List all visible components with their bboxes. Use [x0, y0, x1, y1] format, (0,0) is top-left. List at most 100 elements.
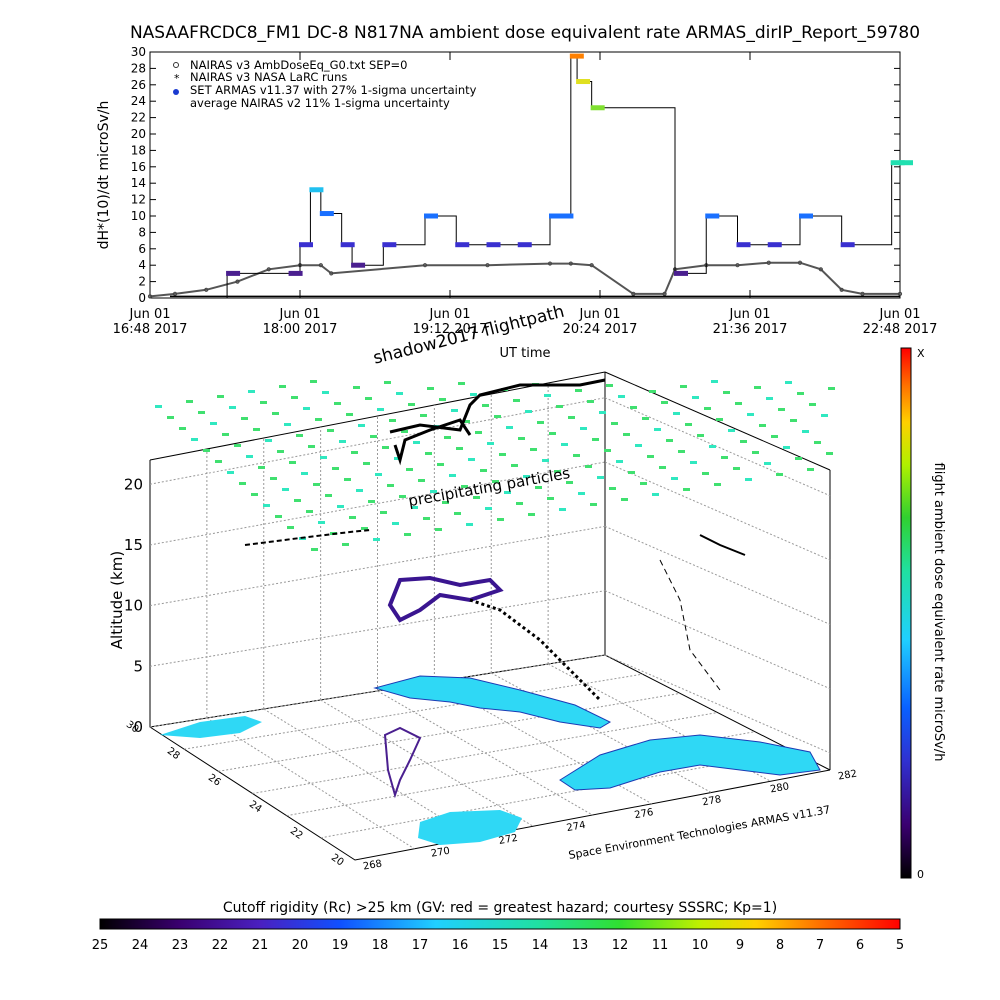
series-nairas-point	[735, 263, 740, 268]
legend-entry-0: NAIRAS v3 AmbDoseEq_G0.txt SEP=0	[190, 58, 407, 72]
y-tick-label: 2	[138, 275, 146, 289]
particle-mark	[210, 422, 217, 425]
particle-mark	[709, 445, 716, 448]
particle-mark	[797, 392, 804, 395]
particle-mark	[258, 466, 265, 469]
z-tick-label: 0	[133, 718, 143, 736]
rigidity-tick-label: 23	[172, 938, 189, 953]
series-armas-point	[890, 160, 905, 166]
top-legend: NAIRAS v3 AmbDoseEq_G0.txt SEP=0 * NAIRA…	[173, 58, 477, 110]
particle-mark	[549, 432, 556, 435]
y-tick-label: 16	[131, 160, 146, 174]
particle-mark	[234, 444, 241, 447]
flight-path-upper-loop	[393, 418, 472, 466]
particle-mark	[241, 417, 248, 420]
particle-mark	[537, 421, 544, 424]
y-tick-label: 0	[138, 291, 146, 305]
particle-mark	[828, 387, 835, 390]
particle-mark	[454, 512, 461, 515]
particle-mark	[559, 508, 566, 511]
series-armas-point	[486, 242, 501, 248]
z-tick-label: 5	[133, 657, 143, 675]
land-south	[418, 810, 522, 845]
y-tick-label: 20	[131, 127, 146, 141]
top-series	[147, 53, 913, 299]
flight-path-low	[383, 726, 422, 799]
particle-mark	[661, 401, 668, 404]
series-armas-point	[340, 242, 355, 248]
legend-entry-3: average NAIRAS v2 11% 1-sigma uncertaint…	[190, 96, 450, 110]
particle-mark	[599, 411, 606, 414]
particle-mark	[628, 471, 635, 474]
particle-mark	[361, 527, 368, 530]
particle-mark	[809, 403, 816, 406]
particle-mark	[611, 422, 618, 425]
dose-colorbar-bottom-label: 0	[917, 868, 924, 881]
series-nairas-point	[662, 291, 667, 296]
y-floor-tick-label: 24	[247, 799, 264, 815]
particle-mark	[399, 495, 406, 498]
particle-mark	[420, 414, 427, 417]
rigidity-tick-label: 6	[856, 938, 864, 953]
particle-mark	[499, 453, 506, 456]
grid-line	[184, 673, 643, 750]
x-floor-tick-label: 278	[701, 794, 722, 808]
particle-mark	[711, 380, 718, 383]
series-nairas-point	[329, 271, 334, 276]
particle-mark	[275, 515, 282, 518]
particle-mark	[525, 410, 532, 413]
rigidity-tick-label: 24	[132, 938, 149, 953]
series-nairas-point	[797, 260, 803, 265]
particle-mark	[721, 456, 728, 459]
particle-mark	[389, 419, 396, 422]
particle-mark	[449, 474, 456, 477]
y-tick-label: 12	[131, 193, 146, 207]
rigidity-tick-label: 15	[492, 938, 509, 953]
series-armas-point	[455, 242, 470, 248]
series-nairas-point	[818, 267, 823, 272]
particle-mark	[659, 466, 666, 469]
particle-mark	[282, 488, 289, 491]
particle-mark	[704, 407, 711, 410]
grid-line	[604, 461, 831, 561]
x-tick-label-line2: 20:24 2017	[563, 322, 638, 337]
particle-mark	[826, 452, 833, 455]
particle-mark	[497, 518, 504, 521]
particle-mark	[690, 461, 697, 464]
particle-mark	[771, 435, 778, 438]
particle-mark	[327, 429, 334, 432]
rigidity-tick-label: 11	[652, 938, 669, 953]
grid-line	[604, 525, 831, 625]
particle-mark	[640, 482, 647, 485]
particle-mark	[437, 463, 444, 466]
particle-mark	[506, 426, 513, 429]
z-tick-label: 15	[124, 536, 143, 554]
series-armas-point	[705, 213, 720, 219]
y-tick-label: 28	[131, 61, 146, 75]
particle-mark	[308, 445, 315, 448]
particle-mark	[334, 402, 341, 405]
dose-colorbar-label: flight ambient dose equivalent rate micr…	[931, 463, 946, 762]
particle-mark	[516, 502, 523, 505]
particle-mark	[279, 385, 286, 388]
particle-mark	[692, 396, 699, 399]
particle-mark	[642, 417, 649, 420]
x-floor-tick-label: 274	[566, 820, 587, 834]
y-floor-tick-label: 28	[165, 746, 182, 762]
x-tick-label-line1: Jun 01	[429, 307, 471, 322]
particle-mark	[590, 503, 597, 506]
series-armas-point	[576, 79, 591, 85]
particle-mark	[623, 433, 630, 436]
particle-mark	[291, 396, 298, 399]
particle-mark	[685, 423, 692, 426]
particle-mark	[578, 492, 585, 495]
particle-mark	[778, 408, 785, 411]
particle-mark	[735, 402, 742, 405]
rigidity-tick-label: 20	[292, 938, 309, 953]
y-tick-label: 14	[131, 176, 146, 190]
particle-mark	[217, 395, 224, 398]
legend-marker-diamond	[173, 62, 179, 68]
particle-mark	[229, 406, 236, 409]
particle-mark	[463, 420, 470, 423]
particle-mark	[592, 438, 599, 441]
